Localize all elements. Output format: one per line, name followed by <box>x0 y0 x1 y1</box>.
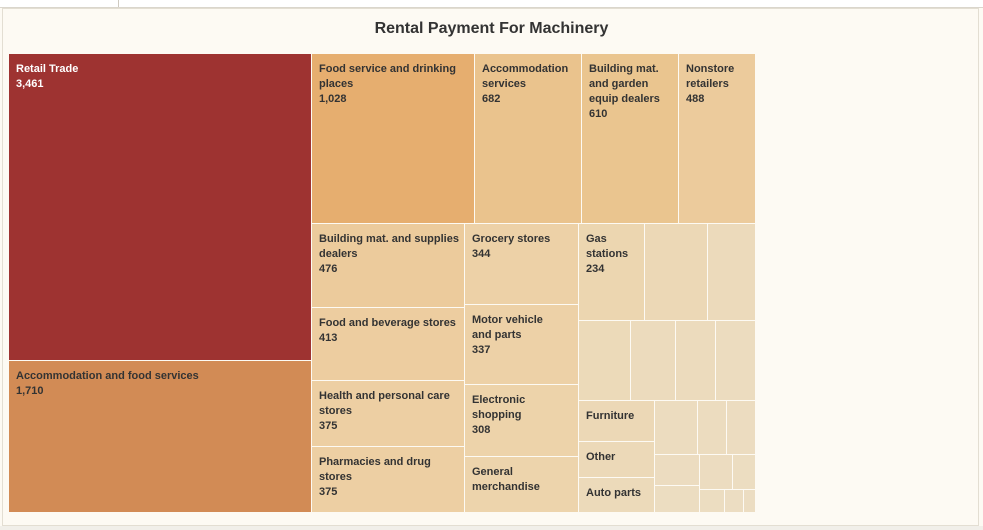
tile-label: Food and beverage stores 413 <box>319 316 464 346</box>
tile-value: 375 <box>319 486 338 498</box>
treemap-tile[interactable] <box>579 321 631 401</box>
tile-value: 610 <box>589 108 608 120</box>
tile-category-name: Furniture <box>586 410 635 422</box>
tile-category-name: Other <box>586 451 616 463</box>
treemap-tile[interactable] <box>725 490 744 513</box>
tile-label: Other <box>586 450 654 465</box>
tile-category-name: Electronic shopping <box>472 394 526 421</box>
treemap-tile[interactable] <box>733 455 756 490</box>
tile-category-name: Food service and drinking places <box>319 63 456 90</box>
tile-category-name: Health and personal care stores <box>319 390 450 417</box>
tile-value: 488 <box>686 93 705 105</box>
tile-value: 1,710 <box>16 385 44 397</box>
treemap-tile[interactable]: Food and beverage stores 413 <box>312 308 465 381</box>
treemap-tile[interactable]: Electronic shopping 308 <box>465 385 579 457</box>
tile-label: Furniture <box>586 409 654 424</box>
tile-label: Food service and drinking places 1,028 <box>319 62 464 107</box>
treemap-tile[interactable]: Auto parts <box>579 478 655 513</box>
treemap-tile[interactable]: Food service and drinking places 1,028 <box>312 54 475 224</box>
treemap-tile[interactable]: Accommodation and food services 1,710 <box>9 361 312 513</box>
treemap-tile[interactable] <box>645 224 708 321</box>
tile-label: Motor vehicle and parts 337 <box>472 313 552 358</box>
tile-label: Gas stations 234 <box>586 232 641 277</box>
treemap-tile[interactable]: Motor vehicle and parts 337 <box>465 305 579 385</box>
treemap-tile[interactable] <box>708 224 756 321</box>
tile-label: Building mat. and garden equip dealers 61… <box>589 62 669 122</box>
tile-value: 413 <box>319 332 338 344</box>
tile-label: Grocery stores 344 <box>472 232 572 262</box>
tile-label: Nonstore retailers 488 <box>686 62 750 107</box>
treemap-tile[interactable]: Accommodation services 682 <box>475 54 582 224</box>
tile-category-name: Building mat. and garden equip dealers <box>589 63 660 105</box>
tile-label: General merchandise <box>472 465 552 495</box>
treemap-tile[interactable] <box>698 401 727 455</box>
treemap-tile[interactable]: Nonstore retailers 488 <box>679 54 756 224</box>
tile-category-name: Auto parts <box>586 487 641 499</box>
tile-label: Electronic shopping 308 <box>472 393 552 438</box>
tile-label: Building mat. and supplies dealers 476 <box>319 232 464 277</box>
tile-value: 375 <box>319 420 338 432</box>
chart-title: Rental Payment For Machinery <box>374 20 609 37</box>
tile-category-name: Accommodation services <box>482 63 569 90</box>
tile-value: 1,028 <box>319 93 347 105</box>
tile-label: Auto parts <box>586 486 654 501</box>
tile-category-name: Food and beverage stores <box>319 317 456 329</box>
treemap-tile[interactable]: Building mat. and supplies dealers 476 <box>312 224 465 308</box>
treemap-tile[interactable] <box>716 321 756 401</box>
treemap-tile[interactable] <box>700 455 733 490</box>
treemap-tile[interactable]: Gas stations 234 <box>579 224 645 321</box>
tile-value: 476 <box>319 263 338 275</box>
tile-category-name: Grocery stores <box>472 233 551 245</box>
treemap-tile[interactable]: Building mat. and garden equip dealers 61… <box>582 54 679 224</box>
tile-label: Health and personal care stores 375 <box>319 389 464 434</box>
treemap-tile[interactable]: Retail Trade 3,461 <box>9 54 312 361</box>
tile-label: Retail Trade 3,461 <box>16 62 216 92</box>
tile-value: 337 <box>472 344 491 356</box>
tile-category-name: General merchandise <box>472 466 540 493</box>
tile-value: 234 <box>586 263 605 275</box>
treemap-tile[interactable] <box>727 401 756 455</box>
tile-value: 308 <box>472 424 491 436</box>
tile-value: 3,461 <box>16 78 44 90</box>
treemap-tile[interactable]: General merchandise <box>465 457 579 513</box>
treemap-tile[interactable]: Other <box>579 442 655 478</box>
tile-category-name: Accommodation and food services <box>16 370 199 382</box>
tile-label: Pharmacies and drug stores 375 <box>319 455 464 500</box>
tile-category-name: Gas stations <box>586 233 629 260</box>
top-toolbar-strip <box>0 0 983 8</box>
tile-value: 682 <box>482 93 501 105</box>
treemap-tile[interactable] <box>744 490 756 513</box>
treemap-tile[interactable] <box>655 455 700 486</box>
tile-category-name: Retail Trade <box>16 63 79 75</box>
treemap-tile[interactable] <box>676 321 716 401</box>
toolbar-divider <box>118 0 119 7</box>
bottom-strip <box>0 526 983 530</box>
tile-label: Accommodation services 682 <box>482 62 577 107</box>
tile-value: 344 <box>472 248 491 260</box>
tile-category-name: Motor vehicle and parts <box>472 314 543 341</box>
treemap-tile[interactable]: Grocery stores 344 <box>465 224 579 305</box>
treemap-tile[interactable]: Pharmacies and drug stores 375 <box>312 447 465 513</box>
treemap-tile[interactable] <box>700 490 725 513</box>
tile-label: Accommodation and food services 1,710 <box>16 369 216 399</box>
tile-category-name: Building mat. and supplies dealers <box>319 233 459 260</box>
tile-category-name: Pharmacies and drug stores <box>319 456 431 483</box>
treemap-tile[interactable]: Health and personal care stores 375 <box>312 381 465 447</box>
treemap-tile[interactable] <box>655 486 700 513</box>
tile-category-name: Nonstore retailers <box>686 63 735 90</box>
treemap-tile[interactable]: Furniture <box>579 401 655 442</box>
treemap-tile[interactable] <box>631 321 676 401</box>
treemap-tile[interactable] <box>655 401 698 455</box>
